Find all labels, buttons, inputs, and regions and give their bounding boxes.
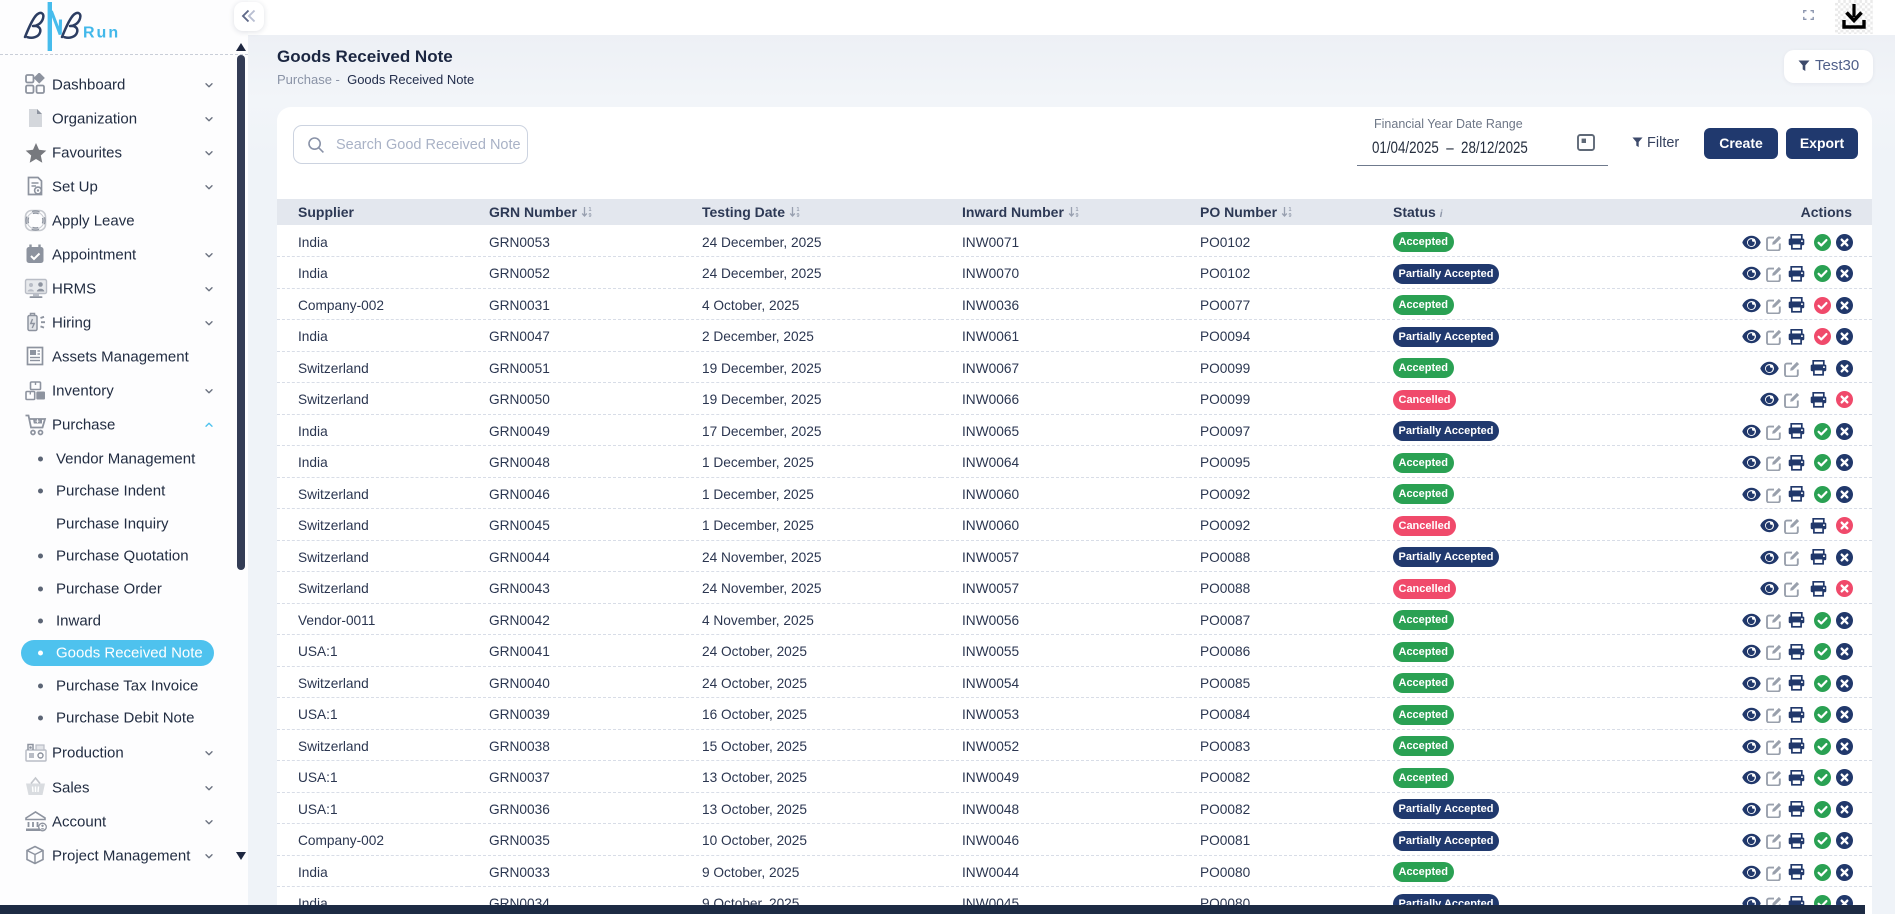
svg-text:9: 9 [796,213,799,218]
svg-text:1: 1 [1288,207,1291,213]
svg-text:9: 9 [1075,213,1078,218]
svg-text:9: 9 [588,213,591,218]
svg-text:9: 9 [1288,213,1291,218]
svg-text:Run: Run [83,25,120,42]
svg-text:1: 1 [796,207,799,213]
svg-text:1: 1 [1075,207,1078,213]
svg-text:1: 1 [588,207,591,213]
svg-text:+: + [35,417,40,426]
